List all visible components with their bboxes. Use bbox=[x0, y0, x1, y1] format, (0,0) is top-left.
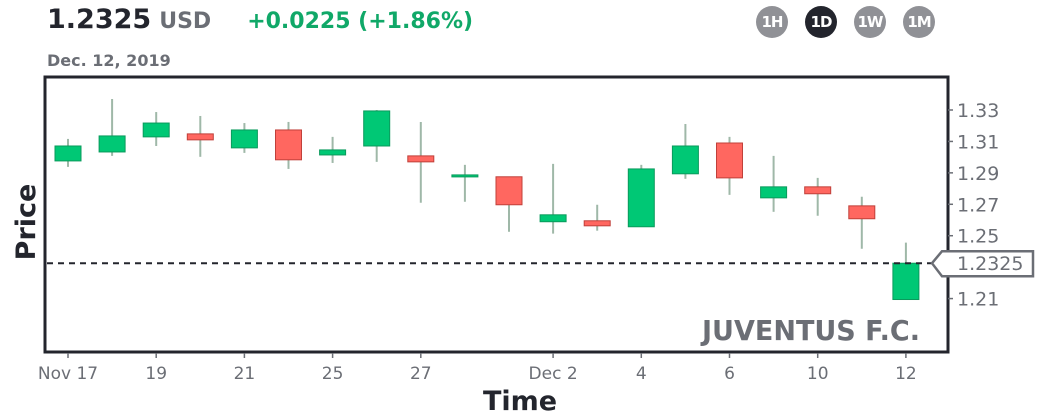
candle-up bbox=[98, 135, 126, 153]
candle-up bbox=[892, 262, 920, 301]
candle-up bbox=[363, 110, 391, 147]
x-tick-label: 10 bbox=[807, 364, 829, 384]
candle-up bbox=[627, 168, 655, 228]
current-price-axis-label: 1.2325 bbox=[957, 253, 1023, 275]
timeframe-1w-button[interactable]: 1W bbox=[854, 6, 886, 38]
timeframe-selector: 1H 1D 1W 1M bbox=[756, 6, 935, 38]
x-tick-label: 19 bbox=[145, 364, 167, 384]
candle-up bbox=[671, 145, 699, 175]
candle-down bbox=[407, 155, 435, 163]
plot-frame bbox=[43, 75, 950, 354]
y-tick-label: 1.31 bbox=[957, 131, 999, 153]
timeframe-1d-button[interactable]: 1D bbox=[805, 6, 837, 38]
candle-up bbox=[230, 129, 258, 149]
x-tick-label: 25 bbox=[322, 364, 344, 384]
y-tick-label: 1.25 bbox=[957, 226, 999, 248]
date-label: Dec. 12, 2019 bbox=[47, 51, 171, 70]
price-change: +0.0225 (+1.86%) bbox=[247, 9, 474, 34]
candle-up bbox=[142, 122, 170, 138]
x-tick-label: 4 bbox=[636, 364, 647, 384]
y-tick-label: 1.29 bbox=[957, 163, 999, 185]
candle-up bbox=[760, 186, 788, 199]
x-tick-label: Dec 2 bbox=[529, 364, 578, 384]
timeframe-1m-button[interactable]: 1M bbox=[903, 6, 935, 38]
candle-down bbox=[186, 133, 214, 141]
candle-down bbox=[583, 220, 611, 227]
price-header: 1.2325 USD +0.0225 (+1.86%) bbox=[47, 4, 473, 35]
current-price: 1.2325 bbox=[47, 4, 152, 35]
candle-down bbox=[495, 176, 523, 206]
y-tick-label: 1.21 bbox=[957, 289, 999, 311]
candle-up bbox=[451, 174, 479, 178]
candle-down bbox=[848, 205, 876, 220]
x-tick-label: 27 bbox=[410, 364, 432, 384]
x-tick-label: 12 bbox=[895, 364, 917, 384]
y-tick-label: 1.33 bbox=[957, 100, 999, 122]
candle-down bbox=[804, 186, 832, 195]
candle-down bbox=[275, 129, 302, 161]
x-tick-label: 6 bbox=[724, 364, 735, 384]
candle-up bbox=[539, 214, 567, 223]
x-tick-label: Nov 17 bbox=[38, 364, 98, 384]
timeframe-1h-button[interactable]: 1H bbox=[756, 6, 788, 38]
candle-up bbox=[54, 145, 82, 162]
currency: USD bbox=[159, 9, 212, 34]
y-tick-label: 1.27 bbox=[957, 194, 999, 216]
candle-up bbox=[319, 149, 347, 156]
current-price-marker bbox=[930, 249, 1035, 278]
x-axis-title: Time bbox=[483, 386, 557, 417]
y-axis-title: Price bbox=[11, 184, 42, 261]
watermark: JUVENTUS F.C. bbox=[700, 314, 920, 347]
x-tick-label: 21 bbox=[234, 364, 256, 384]
candle-down bbox=[716, 142, 743, 179]
